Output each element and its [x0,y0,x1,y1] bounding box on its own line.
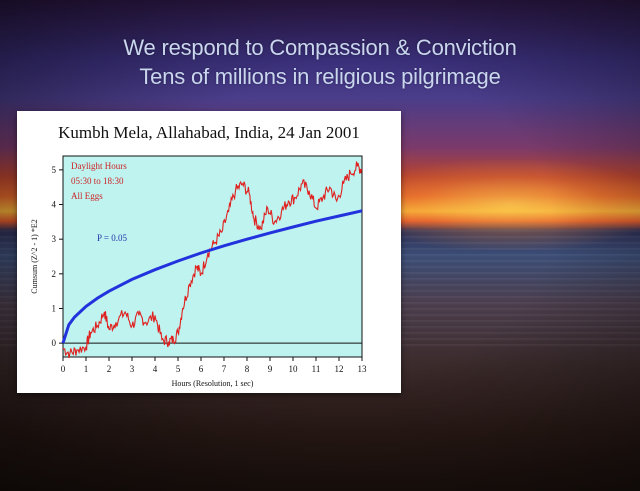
x-tick-label: 0 [61,364,66,374]
x-tick-label: 9 [268,364,273,374]
x-axis-label: Hours (Resolution, 1 sec) [172,379,254,388]
legend-entry: Daylight Hours [71,161,127,171]
x-tick-label: 2 [107,364,112,374]
legend-entry: 05:30 to 18:30 [71,176,124,186]
y-tick-label: 2 [52,269,57,279]
x-tick-label: 6 [199,364,204,374]
x-tick-label: 8 [245,364,250,374]
y-tick-label: 4 [52,200,57,210]
slide-headline: We respond to Compassion & Conviction [123,35,517,60]
x-tick-label: 11 [312,364,321,374]
y-tick-label: 0 [52,338,57,348]
x-tick-label: 3 [130,364,135,374]
legend-entry: All Eggs [71,191,103,201]
plot-area [62,155,363,358]
y-tick-label: 1 [52,303,57,313]
x-tick-label: 5 [176,364,181,374]
slide-subheadline: Tens of millions in religious pilgrimage [139,64,501,89]
x-tick-label: 1 [84,364,89,374]
y-tick-label: 5 [52,165,57,175]
y-axis-label: Cumsum (Z^2 - 1) *E2 [30,219,39,293]
y-tick-label: 3 [52,234,57,244]
x-tick-label: 12 [335,364,344,374]
x-tick-label: 13 [358,364,368,374]
x-tick-label: 10 [289,364,299,374]
p-value-annotation: P = 0.05 [97,233,127,243]
chart-title: Kumbh Mela, Allahabad, India, 24 Jan 200… [58,123,360,142]
chart-card: Kumbh Mela, Allahabad, India, 24 Jan 200… [17,111,401,393]
p005-envelope-curve [61,209,363,344]
x-tick-label: 4 [153,364,158,374]
x-tick-label: 7 [222,364,227,374]
